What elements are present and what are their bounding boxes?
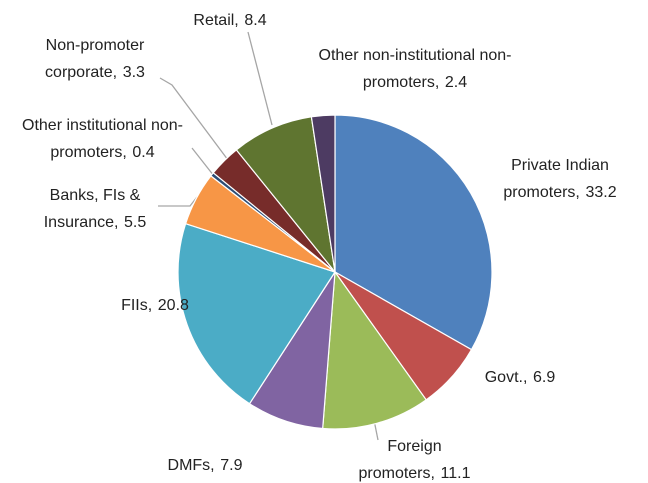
pie-slice [310, 114, 336, 273]
value-label: 11.1 [440, 465, 471, 482]
value-label: 7.9 [220, 457, 243, 474]
data-label: Govt., 6.9 [460, 364, 580, 391]
category-label: DMFs, [167, 457, 215, 474]
data-label: FIIs, 20.8 [95, 292, 215, 319]
category-label: Other non-institutional non-promoters, [318, 47, 512, 91]
value-label: 5.5 [124, 214, 147, 231]
value-label: 8.4 [244, 12, 267, 29]
value-label: 2.4 [444, 74, 468, 91]
category-label: Banks, FIs & Insurance, [43, 187, 141, 231]
leader-line [247, 31, 273, 126]
category-label: Retail, [193, 12, 239, 29]
data-label: Other non-institutional non-promoters, 2.… [300, 42, 530, 96]
value-label: 3.3 [122, 64, 145, 81]
category-label: FIIs, [121, 297, 153, 314]
leader-line [159, 77, 229, 161]
pie-slice [177, 222, 336, 405]
pie-slice [322, 270, 427, 430]
data-label: Foreign promoters, 11.1 [352, 433, 477, 483]
data-label: Banks, FIs & Insurance, 5.5 [20, 182, 170, 236]
category-label: Foreign promoters, [358, 438, 442, 482]
category-label: Private Indian promoters, [503, 157, 609, 201]
category-label: Govt., [484, 369, 528, 386]
data-label: Private Indian promoters, 33.2 [480, 152, 640, 206]
category-label: Non-promoter corporate, [45, 37, 145, 81]
data-label: DMFs, 7.9 [155, 452, 255, 479]
value-label: 0.4 [132, 144, 155, 161]
category-label: Other institutional non-promoters, [22, 117, 183, 161]
value-label: 20.8 [157, 297, 189, 314]
value-label: 33.2 [585, 184, 617, 201]
leader-line [191, 147, 215, 177]
pie-slice [334, 114, 493, 351]
data-label: Other institutional non-promoters, 0.4 [5, 112, 200, 166]
data-label: Non-promoter corporate, 3.3 [20, 32, 170, 86]
data-label: Retail, 8.4 [180, 7, 280, 34]
value-label: 6.9 [533, 369, 556, 386]
leader-line [158, 196, 198, 207]
